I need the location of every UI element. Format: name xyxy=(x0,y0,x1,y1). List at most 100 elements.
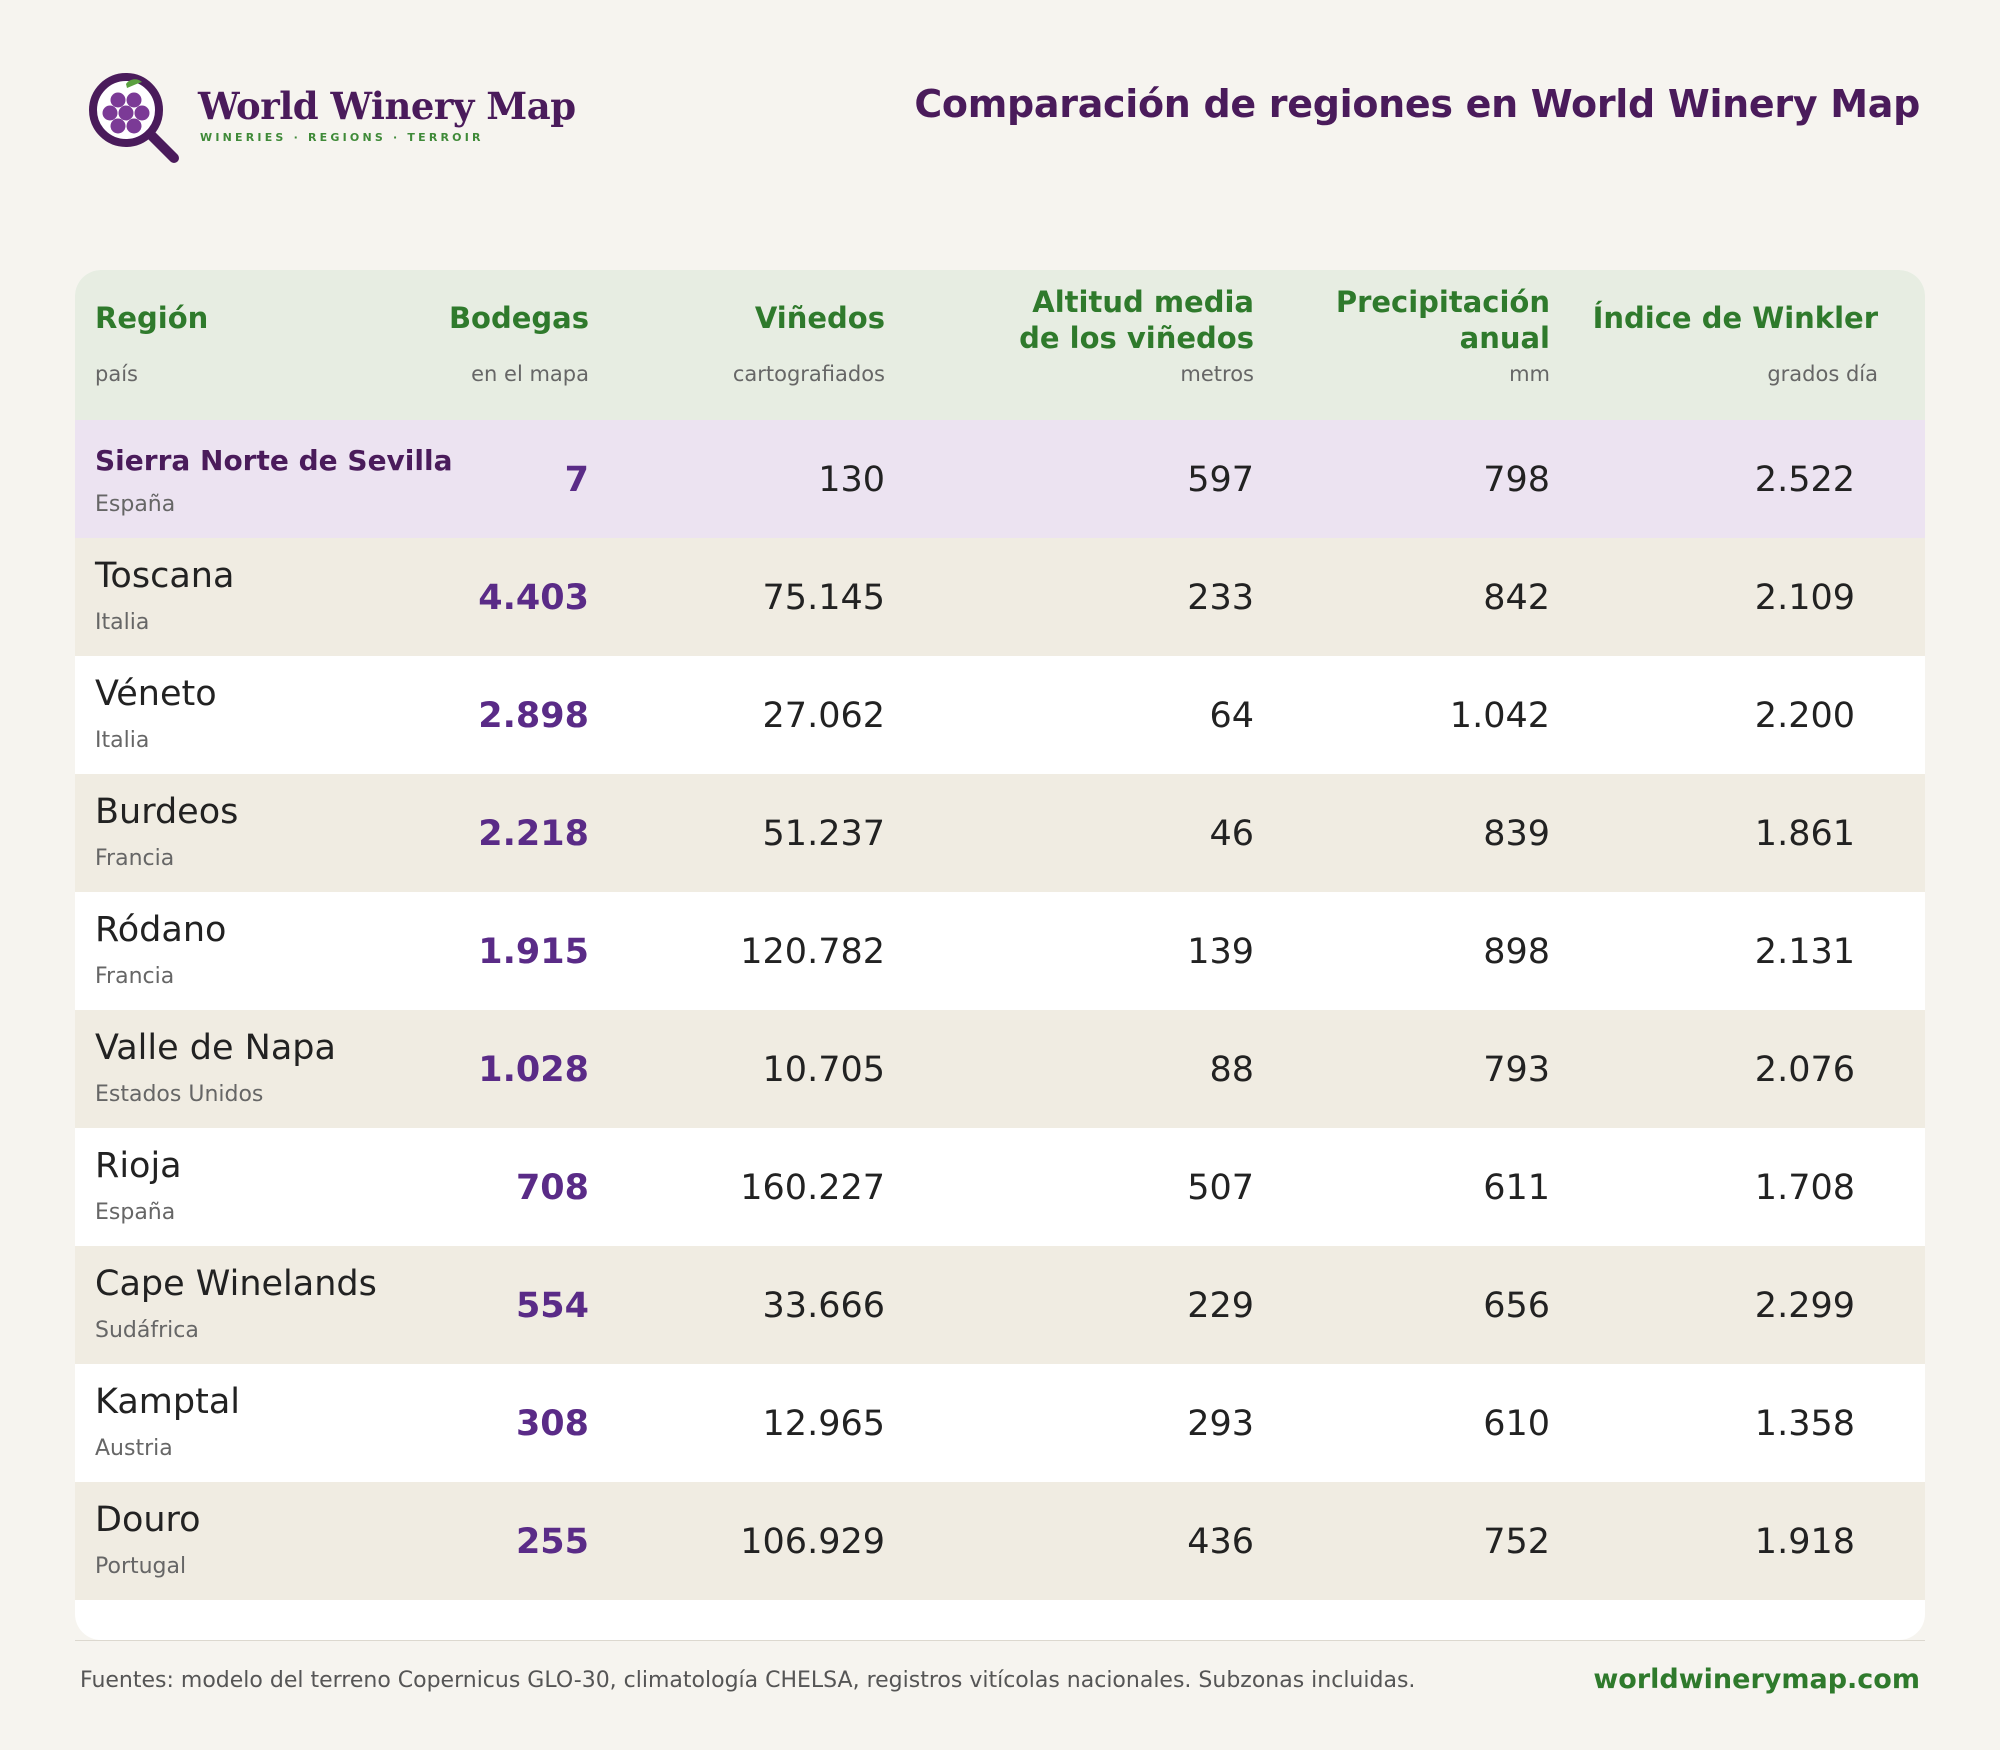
vineyards-count: 106.929 xyxy=(740,1522,885,1562)
winkler-value: 1.918 xyxy=(1754,1522,1855,1562)
region-country: España xyxy=(95,492,176,517)
wineries-count: 2.218 xyxy=(478,814,589,854)
wineries-count: 255 xyxy=(515,1522,589,1562)
winkler-value: 2.131 xyxy=(1754,932,1855,972)
precipitation-value: 793 xyxy=(1483,1050,1550,1090)
precipitation-value: 656 xyxy=(1483,1286,1550,1326)
vineyards-count: 27.062 xyxy=(762,696,885,736)
column-sub-winkler: grados día xyxy=(1767,362,1878,386)
column-header-altitude-line1: Altitud media xyxy=(1032,285,1254,319)
vineyards-count: 10.705 xyxy=(762,1050,885,1090)
column-sub-wineries: en el mapa xyxy=(471,362,589,386)
table-row: Toscana Italia 4.403 75.145 233 842 2.10… xyxy=(75,538,1925,656)
region-name: Rioja xyxy=(95,1146,182,1186)
winkler-value: 2.109 xyxy=(1754,578,1855,618)
altitude-value: 88 xyxy=(1209,1050,1254,1090)
winkler-value: 2.299 xyxy=(1754,1286,1855,1326)
region-country: Italia xyxy=(95,610,150,635)
vineyards-count: 120.782 xyxy=(740,932,885,972)
table-row: Kamptal Austria 308 12.965 293 610 1.358 xyxy=(75,1364,1925,1482)
magnifier-grapes-icon xyxy=(89,73,179,163)
vineyards-count: 33.666 xyxy=(762,1286,885,1326)
altitude-value: 64 xyxy=(1209,696,1254,736)
region-name: Burdeos xyxy=(95,792,239,832)
winkler-value: 2.076 xyxy=(1754,1050,1855,1090)
altitude-value: 293 xyxy=(1187,1404,1254,1444)
winkler-value: 2.200 xyxy=(1754,696,1855,736)
wineries-count: 708 xyxy=(515,1168,589,1208)
column-header-region: Región xyxy=(95,301,209,335)
altitude-value: 233 xyxy=(1187,578,1254,618)
precipitation-value: 898 xyxy=(1483,932,1550,972)
vineyards-count: 130 xyxy=(818,460,885,500)
precipitation-value: 610 xyxy=(1483,1404,1550,1444)
table-row: Cape Winelands Sudáfrica 554 33.666 229 … xyxy=(75,1246,1925,1364)
altitude-value: 436 xyxy=(1187,1522,1254,1562)
precipitation-value: 752 xyxy=(1483,1522,1550,1562)
winkler-value: 1.708 xyxy=(1754,1168,1855,1208)
column-header-vineyards: Viñedos xyxy=(754,301,885,335)
brand-tagline: WINERIES · REGIONS · TERROIR xyxy=(200,131,484,144)
brand-name: World Winery Map xyxy=(198,84,576,128)
region-country: Francia xyxy=(95,846,175,871)
precipitation-value: 611 xyxy=(1483,1168,1550,1208)
table-header: Región país Bodegas en el mapa Viñedos c… xyxy=(75,270,1925,420)
vineyards-count: 12.965 xyxy=(762,1404,885,1444)
region-country: Austria xyxy=(95,1436,173,1461)
page-title: Comparación de regiones en World Winery … xyxy=(914,82,1920,126)
column-sub-vineyards: cartografiados xyxy=(732,362,885,386)
winkler-value: 1.358 xyxy=(1754,1404,1855,1444)
vineyards-count: 75.145 xyxy=(762,578,885,618)
column-header-precipitation: Precipitación anual xyxy=(1336,284,1550,356)
region-name: Kamptal xyxy=(95,1382,240,1422)
table-row-highlighted: Sierra Norte de Sevilla España 7 130 597… xyxy=(75,420,1925,538)
precipitation-value: 1.042 xyxy=(1449,696,1550,736)
vineyards-count: 160.227 xyxy=(740,1168,885,1208)
footer-divider xyxy=(75,1640,1925,1641)
table-row: Véneto Italia 2.898 27.062 64 1.042 2.20… xyxy=(75,656,1925,774)
wineries-count: 554 xyxy=(515,1286,589,1326)
region-country: España xyxy=(95,1200,176,1225)
website-link[interactable]: worldwinerymap.com xyxy=(1593,1664,1920,1695)
winkler-value: 1.861 xyxy=(1754,814,1855,854)
region-name: Ródano xyxy=(95,910,227,950)
region-country: Estados Unidos xyxy=(95,1082,264,1107)
altitude-value: 597 xyxy=(1187,460,1254,500)
region-name: Douro xyxy=(95,1500,201,1540)
region-country: Portugal xyxy=(95,1554,187,1579)
region-name: Sierra Norte de Sevilla xyxy=(95,444,453,477)
page-header: World Winery Map WINERIES · REGIONS · TE… xyxy=(0,0,2000,200)
column-sub-region: país xyxy=(95,362,138,386)
region-name: Toscana xyxy=(95,556,235,596)
comparison-table: Región país Bodegas en el mapa Viñedos c… xyxy=(75,270,1925,1640)
column-header-winkler: Índice de Winkler xyxy=(1592,301,1878,335)
winkler-value: 2.522 xyxy=(1754,460,1855,500)
wineries-count: 4.403 xyxy=(478,578,589,618)
altitude-value: 139 xyxy=(1187,932,1254,972)
wineries-count: 1.915 xyxy=(478,932,589,972)
altitude-value: 229 xyxy=(1187,1286,1254,1326)
column-sub-altitude: metros xyxy=(1180,362,1254,386)
vineyards-count: 51.237 xyxy=(762,814,885,854)
table-row: Valle de Napa Estados Unidos 1.028 10.70… xyxy=(75,1010,1925,1128)
altitude-value: 507 xyxy=(1187,1168,1254,1208)
column-header-precipitation-line1: Precipitación xyxy=(1335,285,1550,319)
column-sub-precipitation: mm xyxy=(1509,362,1550,386)
column-header-altitude: Altitud media de los viñedos xyxy=(1019,284,1254,356)
region-name: Cape Winelands xyxy=(95,1264,377,1304)
table-row: Burdeos Francia 2.218 51.237 46 839 1.86… xyxy=(75,774,1925,892)
wineries-count: 7 xyxy=(564,460,589,500)
table-row: Ródano Francia 1.915 120.782 139 898 2.1… xyxy=(75,892,1925,1010)
region-country: Francia xyxy=(95,964,175,989)
sources-note: Fuentes: modelo del terreno Copernicus G… xyxy=(80,1668,1416,1693)
precipitation-value: 839 xyxy=(1483,814,1550,854)
table-row: Rioja España 708 160.227 507 611 1.708 xyxy=(75,1128,1925,1246)
table-row: Douro Portugal 255 106.929 436 752 1.918 xyxy=(75,1482,1925,1600)
column-header-wineries: Bodegas xyxy=(448,301,589,335)
region-country: Sudáfrica xyxy=(95,1318,199,1343)
wineries-count: 1.028 xyxy=(478,1050,589,1090)
wineries-count: 2.898 xyxy=(478,696,589,736)
precipitation-value: 842 xyxy=(1483,578,1550,618)
column-header-altitude-line2: de los viñedos xyxy=(1019,321,1254,355)
precipitation-value: 798 xyxy=(1483,460,1550,500)
